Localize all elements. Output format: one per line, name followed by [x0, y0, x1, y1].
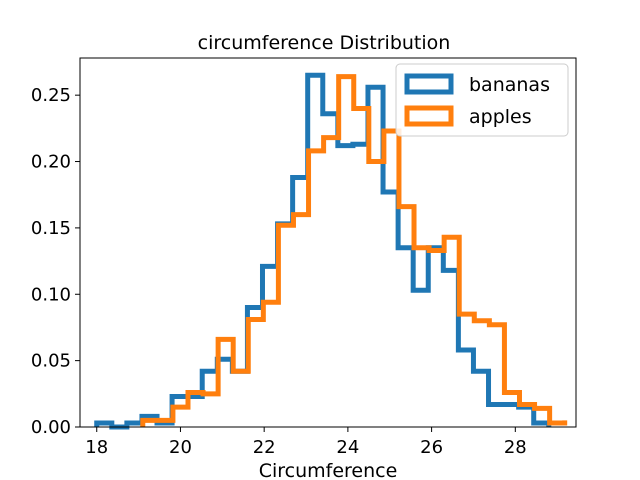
x-tick-label: 22 — [253, 437, 276, 458]
legend-swatch-apples — [404, 105, 454, 127]
plot-frame — [79, 57, 577, 428]
x-tick-label: 18 — [85, 437, 108, 458]
legend-label-apples: apples — [469, 106, 532, 128]
y-axis: 0.00 0.05 0.10 0.15 0.20 0.25 — [31, 85, 80, 438]
series-bananas-step-line — [94, 72, 552, 430]
series-apples-step-line — [140, 74, 568, 427]
y-tick-label: 0.25 — [31, 85, 71, 106]
x-axis-label: Circumference — [259, 460, 398, 480]
x-tick-label: 28 — [504, 437, 527, 458]
x-tick-label: 20 — [169, 437, 192, 458]
x-tick-label: 26 — [420, 437, 443, 458]
y-tick-label: 0.10 — [31, 284, 71, 305]
y-tick-label: 0.05 — [31, 351, 71, 372]
y-tick-label: 0.15 — [31, 218, 71, 239]
legend-swatch-bananas — [404, 73, 454, 95]
x-axis: 18 20 22 24 26 28 — [85, 427, 527, 458]
series-layer — [94, 72, 568, 430]
x-tick-label: 24 — [336, 437, 359, 458]
legend-label-bananas: bananas — [469, 74, 550, 96]
chart-title: circumference Distribution — [198, 32, 451, 54]
legend: bananas apples — [395, 63, 569, 137]
y-tick-label: 0.20 — [31, 152, 71, 173]
legend-frame — [395, 63, 569, 137]
y-tick-label: 0.00 — [31, 417, 71, 438]
